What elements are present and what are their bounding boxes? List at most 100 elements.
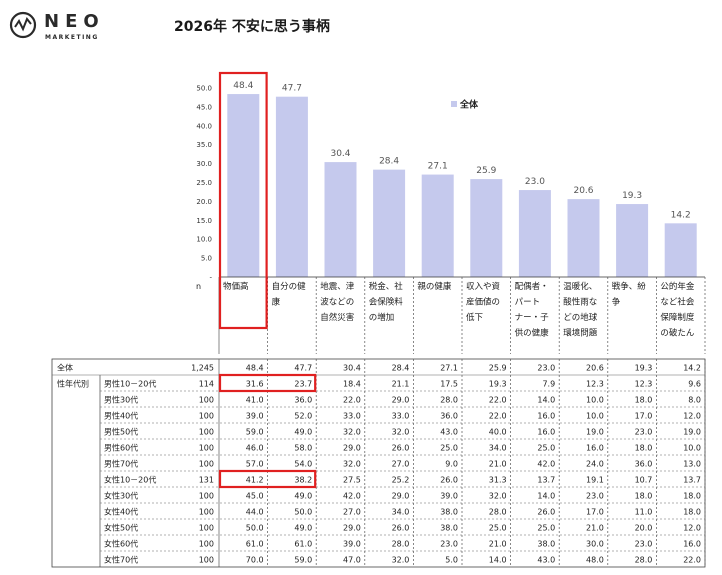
table-cell: 38.0 [440, 508, 458, 517]
table-cell: 29.0 [343, 444, 361, 453]
row-n: 100 [199, 492, 214, 501]
table-cell: 7.9 [542, 380, 555, 389]
category-label: どの地球 [563, 312, 598, 323]
table-cell: 42.0 [537, 460, 555, 469]
brand-name: NEO [44, 11, 105, 32]
table-cell: 16.0 [537, 428, 555, 437]
table-cell: 47.7 [294, 364, 312, 373]
table-cell: 25.0 [537, 444, 555, 453]
table-cell: 10.0 [683, 444, 701, 453]
y-tick-label: 50.0 [196, 85, 212, 93]
category-label: 環境問題 [563, 328, 598, 339]
row-label: 男性60代 [104, 443, 138, 453]
table-cell: 28.0 [489, 508, 507, 517]
table-cell: 21.0 [489, 460, 507, 469]
table-cell: 45.0 [246, 492, 264, 501]
table-cell: 16.0 [683, 540, 701, 549]
category-label: 自然災害 [320, 312, 354, 323]
neo-logo-icon [9, 11, 37, 39]
table-cell: 13.7 [683, 476, 701, 485]
bar-value-label: 28.4 [379, 157, 399, 167]
table-cell: 5.0 [445, 556, 458, 565]
row-label: 男性30代 [104, 395, 138, 405]
table-cell: 23.0 [537, 364, 555, 373]
page-title: 2026年 不安に思う事柄 [174, 19, 330, 35]
row-label: 男性40代 [104, 411, 138, 421]
table-cell: 54.0 [294, 460, 312, 469]
table-cell: 39.0 [343, 540, 361, 549]
highlight-box-male-young [218, 373, 317, 393]
category-label: 供の健康 [515, 328, 550, 339]
row-label: 女性30代 [104, 491, 138, 501]
table-cell: 18.0 [683, 492, 701, 501]
y-tick-label: 30.0 [196, 160, 212, 168]
bar-value-label: 25.9 [476, 166, 496, 176]
row-label: 女性60代 [104, 539, 138, 549]
table-cell: 49.0 [294, 428, 312, 437]
bar [373, 169, 406, 277]
row-n: 100 [199, 444, 214, 453]
table-cell: 34.0 [392, 508, 410, 517]
table-cell: 48.0 [586, 556, 604, 565]
y-tick-label: 15.0 [196, 217, 212, 225]
table-cell: 16.0 [537, 412, 555, 421]
category-label: パート [515, 298, 541, 308]
table-cell: 22.0 [683, 556, 701, 565]
bar [470, 179, 503, 277]
table-cell: 23.0 [586, 492, 604, 501]
table-cell: 13.0 [683, 460, 701, 469]
table-cell: 19.3 [489, 380, 507, 389]
category-label: 収入や資 [466, 281, 500, 292]
table-cell: 27.0 [343, 508, 361, 517]
table-cell: 50.0 [246, 524, 264, 533]
table-cell: 46.0 [246, 444, 264, 453]
table-cell: 22.0 [343, 396, 361, 405]
row-n: 100 [199, 460, 214, 469]
category-label: 地震、津 [320, 281, 355, 292]
bar [567, 199, 600, 277]
row-label: 全体 [57, 363, 73, 373]
table-cell: 25.2 [392, 476, 410, 485]
category-label: 親の健康 [417, 281, 452, 292]
table-cell: 12.3 [635, 380, 653, 389]
category-label: ナー・子 [515, 313, 550, 323]
table-cell: 14.2 [683, 364, 701, 373]
table-cell: 12.0 [683, 412, 701, 421]
table-cell: 13.7 [537, 476, 555, 485]
highlight-box-top-item [218, 71, 268, 330]
y-tick-label: - [209, 274, 212, 282]
row-n: 100 [199, 412, 214, 421]
bar [227, 94, 260, 277]
category-label: 自分の健 [272, 281, 307, 292]
table-cell: 33.0 [392, 412, 410, 421]
table-cell: 39.0 [440, 492, 458, 501]
table-cell: 18.0 [635, 396, 653, 405]
table-cell: 10.0 [586, 396, 604, 405]
table-cell: 27.1 [440, 364, 458, 373]
bar-value-label: 20.6 [573, 186, 593, 196]
category-label: 産価値の [466, 297, 500, 308]
table-cell: 8.0 [688, 396, 701, 405]
table-cell: 49.0 [294, 524, 312, 533]
table-cell: 38.2 [294, 476, 312, 485]
table-cell: 18.0 [683, 508, 701, 517]
table-cell: 31.6 [246, 380, 264, 389]
table-cell: 26.0 [392, 444, 410, 453]
table-cell: 28.0 [635, 556, 653, 565]
table-cell: 30.0 [586, 540, 604, 549]
table-cell: 31.3 [489, 476, 507, 485]
y-tick-label: 10.0 [196, 236, 212, 244]
row-label: 男性50代 [104, 427, 138, 437]
table-cell: 14.0 [489, 556, 507, 565]
bar [616, 204, 649, 277]
category-label: 税金、社 [369, 281, 404, 292]
table-cell: 44.0 [246, 508, 264, 517]
table-cell: 33.0 [343, 412, 361, 421]
table-cell: 26.0 [440, 476, 458, 485]
table-cell: 21.0 [489, 540, 507, 549]
table-cell: 10.0 [586, 412, 604, 421]
table-cell: 61.0 [294, 540, 312, 549]
table-cell: 12.3 [586, 380, 604, 389]
table-cell: 25.9 [489, 364, 507, 373]
bar-value-label: 47.7 [282, 84, 302, 94]
